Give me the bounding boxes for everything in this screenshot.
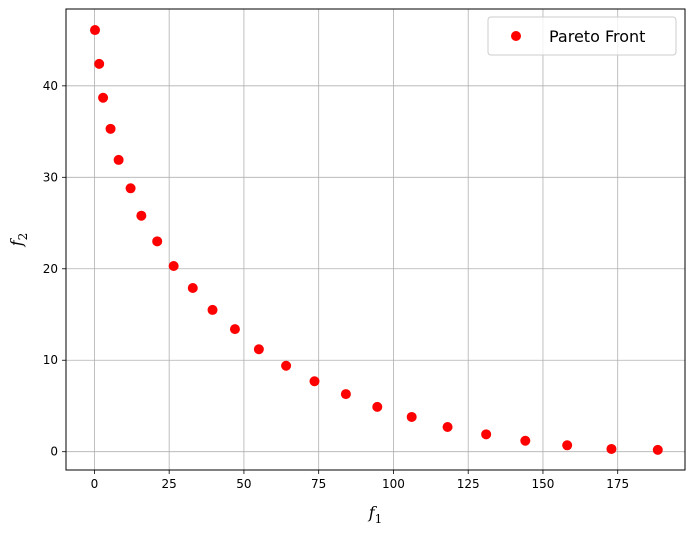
x-tick-label: 0	[91, 477, 99, 491]
data-point	[90, 25, 101, 36]
data-point	[309, 376, 320, 387]
legend-label-pareto-front: Pareto Front	[549, 27, 645, 46]
legend: Pareto Front	[487, 16, 677, 56]
data-point	[281, 360, 292, 371]
y-tick-label: 10	[43, 353, 58, 367]
x-tick-label: 150	[532, 477, 555, 491]
y-tick-label: 20	[43, 262, 58, 276]
data-point	[372, 401, 383, 412]
legend-box	[487, 16, 677, 56]
data-point	[94, 58, 105, 69]
data-point	[125, 183, 136, 194]
y-tick-label: 30	[43, 170, 58, 184]
data-point	[113, 154, 124, 165]
plot-frame	[65, 8, 686, 471]
scatter-points	[90, 25, 663, 455]
axis-ticks: 0 25 50 75 100 125 150 175 0 10 20 30 40	[43, 79, 629, 491]
data-point	[98, 92, 109, 103]
data-point	[442, 422, 453, 433]
x-tick-label: 25	[162, 477, 177, 491]
data-point	[229, 324, 240, 335]
y-tick-label: 40	[43, 79, 58, 93]
grid	[66, 9, 685, 470]
data-point	[136, 210, 147, 221]
data-point	[187, 282, 198, 293]
legend-marker-pareto-front	[511, 31, 521, 41]
data-point	[481, 429, 492, 440]
x-tick-label: 75	[311, 477, 326, 491]
data-point	[562, 440, 573, 451]
x-axis-label: f1	[368, 503, 383, 526]
y-axis-label: f2	[7, 233, 30, 248]
y-tick-label: 0	[50, 445, 58, 459]
data-point	[406, 411, 417, 422]
data-point	[606, 443, 617, 454]
data-point	[520, 435, 531, 446]
x-tick-label: 125	[457, 477, 480, 491]
data-point	[105, 123, 116, 134]
data-point	[340, 389, 351, 400]
x-tick-label: 100	[382, 477, 405, 491]
x-tick-label: 50	[236, 477, 251, 491]
data-point	[168, 261, 179, 272]
data-point	[652, 444, 663, 455]
x-tick-label: 175	[606, 477, 629, 491]
data-point	[253, 344, 264, 355]
data-point	[152, 236, 163, 247]
data-point	[207, 304, 218, 315]
